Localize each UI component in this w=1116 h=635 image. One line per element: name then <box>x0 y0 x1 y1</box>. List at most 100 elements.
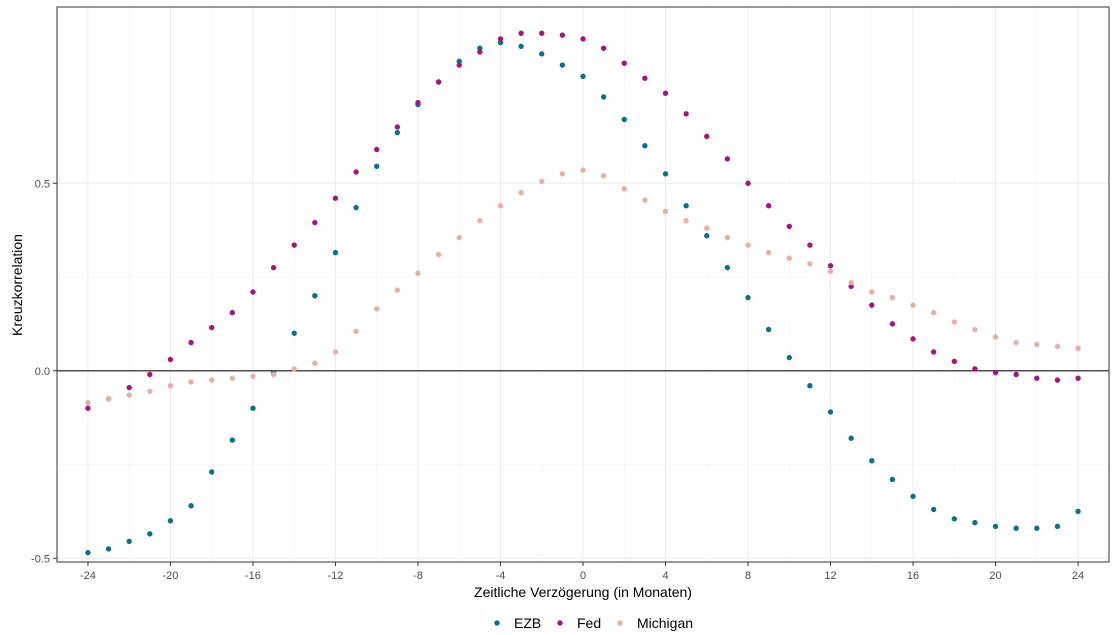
point-fed <box>394 124 401 130</box>
point-ezb <box>250 405 256 411</box>
legend-item-ezb: EZB <box>494 615 541 631</box>
x-tick-label: -16 <box>245 570 261 582</box>
y-tick-label: 0.0 <box>35 366 50 378</box>
point-ezb <box>291 330 297 336</box>
x-tick-label: 0 <box>580 570 586 582</box>
point-michigan <box>765 249 772 256</box>
point-fed <box>621 60 627 66</box>
point-michigan <box>332 349 339 355</box>
point-michigan <box>353 328 359 335</box>
point-ezb <box>683 203 689 209</box>
x-tick-label: 4 <box>662 570 668 582</box>
point-fed <box>353 169 359 175</box>
point-michigan <box>807 261 813 267</box>
point-michigan <box>435 251 442 258</box>
point-ezb <box>1013 525 1019 531</box>
point-ezb <box>477 45 483 51</box>
point-michigan <box>662 208 669 215</box>
point-ezb <box>807 383 813 389</box>
point-michigan <box>600 173 607 179</box>
point-michigan <box>642 197 648 203</box>
point-fed <box>765 203 772 209</box>
point-ezb <box>209 469 215 475</box>
point-ezb <box>559 62 566 68</box>
point-fed <box>1034 375 1040 381</box>
point-fed <box>1054 377 1061 383</box>
point-michigan <box>869 289 875 295</box>
point-michigan <box>229 375 236 381</box>
point-ezb <box>889 476 896 483</box>
legend-key-fed <box>557 620 563 626</box>
point-michigan <box>848 279 854 286</box>
point-fed <box>270 264 277 271</box>
point-michigan <box>518 189 524 196</box>
point-fed <box>992 369 999 376</box>
point-ezb <box>621 116 627 123</box>
point-ezb <box>642 143 648 149</box>
point-ezb <box>600 94 607 100</box>
x-tick-label: 8 <box>745 570 751 582</box>
point-ezb <box>1054 523 1061 530</box>
point-michigan <box>477 218 483 224</box>
point-michigan <box>621 186 627 192</box>
point-fed <box>229 309 236 316</box>
x-tick-label: -24 <box>80 570 96 582</box>
point-ezb <box>147 531 153 537</box>
point-michigan <box>580 167 586 173</box>
point-fed <box>85 405 91 411</box>
point-ezb <box>704 233 710 239</box>
point-michigan <box>1075 345 1081 351</box>
point-fed <box>662 90 669 96</box>
point-ezb <box>539 51 545 57</box>
x-tick-label: -12 <box>328 570 344 582</box>
point-fed <box>724 156 731 162</box>
point-fed <box>1075 375 1081 381</box>
point-michigan <box>270 371 277 378</box>
point-ezb <box>662 171 669 177</box>
point-michigan <box>930 309 937 316</box>
point-fed <box>559 32 566 38</box>
x-axis-title: Zeitliche Verzögerung (in Monaten) <box>474 584 692 600</box>
point-ezb <box>518 43 524 50</box>
point-ezb <box>353 204 359 211</box>
point-michigan <box>1054 343 1061 350</box>
point-michigan <box>992 334 999 340</box>
point-michigan <box>394 287 401 293</box>
point-ezb <box>786 354 792 361</box>
point-michigan <box>415 270 421 276</box>
point-fed <box>704 133 710 140</box>
x-tick-label: -4 <box>496 570 506 582</box>
point-fed <box>497 36 504 42</box>
legend-label-fed: Fed <box>577 615 601 631</box>
point-ezb <box>1075 508 1081 515</box>
y-axis: -0.5 0.0 0.5 <box>31 178 57 565</box>
point-fed <box>332 195 339 201</box>
point-ezb <box>229 437 236 443</box>
legend: EZB Fed Michigan <box>494 615 693 631</box>
point-michigan <box>889 294 896 301</box>
major-grid <box>57 7 1109 562</box>
point-michigan <box>910 302 916 308</box>
point-ezb <box>992 523 999 530</box>
point-fed <box>167 356 174 363</box>
point-fed <box>642 75 648 81</box>
legend-label-michigan: Michigan <box>637 615 693 631</box>
y-tick-label: -0.5 <box>31 553 50 565</box>
point-michigan <box>951 319 957 325</box>
point-fed <box>435 79 442 85</box>
point-ezb <box>869 458 875 464</box>
point-michigan <box>724 234 731 241</box>
point-fed <box>889 321 896 327</box>
point-ezb <box>105 546 112 552</box>
point-fed <box>374 146 380 153</box>
point-ezb <box>910 493 916 500</box>
point-fed <box>848 283 854 290</box>
point-fed <box>188 339 194 346</box>
x-tick-label: 16 <box>907 570 919 582</box>
x-tick-label: 20 <box>989 570 1001 582</box>
point-ezb <box>332 249 339 256</box>
point-ezb <box>188 503 194 509</box>
point-fed <box>518 30 524 36</box>
x-axis: -24 -20 -16 -12 -8 -4 0 4 8 12 16 20 24 <box>80 562 1084 582</box>
point-ezb <box>930 506 937 513</box>
